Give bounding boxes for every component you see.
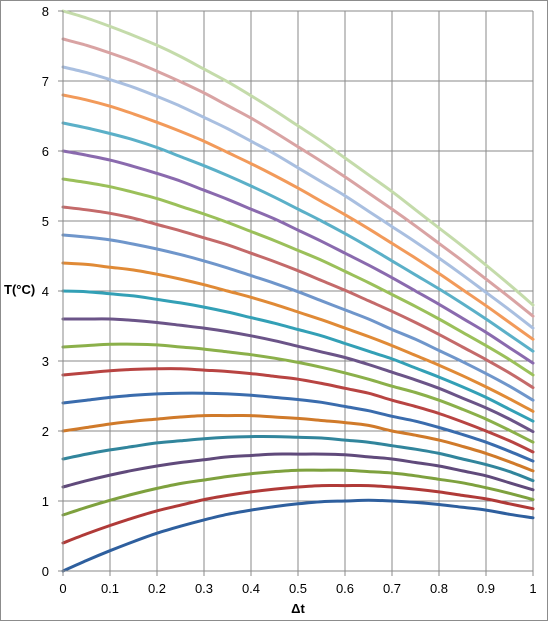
y-tick-label: 6 [42, 144, 49, 159]
series-line-21 [61, 9, 535, 307]
series-line-20 [61, 37, 535, 318]
y-tick-label: 3 [42, 354, 49, 369]
y-tick-label: 7 [42, 74, 49, 89]
x-tick-label: 0.8 [430, 581, 448, 596]
x-tick-label: 0.1 [101, 581, 119, 596]
series-line-10 [61, 317, 535, 434]
series-line-15 [61, 177, 535, 377]
x-tick-label: 0.5 [289, 581, 307, 596]
series-line-6 [61, 413, 535, 473]
series-line-16 [61, 149, 535, 365]
series-line-13 [61, 233, 535, 402]
y-tick-label: 0 [42, 564, 49, 579]
x-tick-label: 0.3 [195, 581, 213, 596]
series-line-11 [61, 289, 535, 423]
series-line-19 [61, 65, 535, 330]
series-line-1 [61, 498, 535, 573]
series-line-9 [61, 342, 535, 444]
y-axis-title: T(°C) [4, 282, 35, 297]
series-line-14 [61, 205, 535, 390]
x-tick-label: 0.4 [242, 581, 260, 596]
x-tick-label: 1 [529, 581, 536, 596]
series-line-5 [61, 435, 535, 483]
y-tick-label: 1 [42, 494, 49, 509]
x-tick-label: 0.9 [477, 581, 495, 596]
series-lines [61, 9, 535, 573]
x-tick-label: 0.2 [148, 581, 166, 596]
series-line-7 [61, 391, 535, 463]
axes [58, 10, 534, 576]
y-tick-label: 4 [42, 284, 49, 299]
x-tick-label: 0.6 [336, 581, 354, 596]
tick-labels: 0 0.1 0.2 0.3 0.4 0.5 0.6 0.7 0.8 0.9 1 0 1 2 3 4 5 6 7 8 [42, 4, 537, 596]
x-axis-title: Δt [291, 601, 305, 616]
series-line-2 [61, 483, 535, 545]
series-line-12 [61, 261, 535, 413]
y-tick-label: 5 [42, 214, 49, 229]
series-line-4 [61, 452, 535, 492]
series-line-17 [61, 121, 535, 353]
series-line-18 [61, 93, 535, 341]
y-tick-label: 8 [42, 4, 49, 19]
y-tick-label: 2 [42, 424, 49, 439]
x-tick-label: 0.7 [383, 581, 401, 596]
series-line-8 [61, 367, 535, 454]
x-tick-label: 0 [59, 581, 66, 596]
series-line-3 [61, 468, 535, 517]
